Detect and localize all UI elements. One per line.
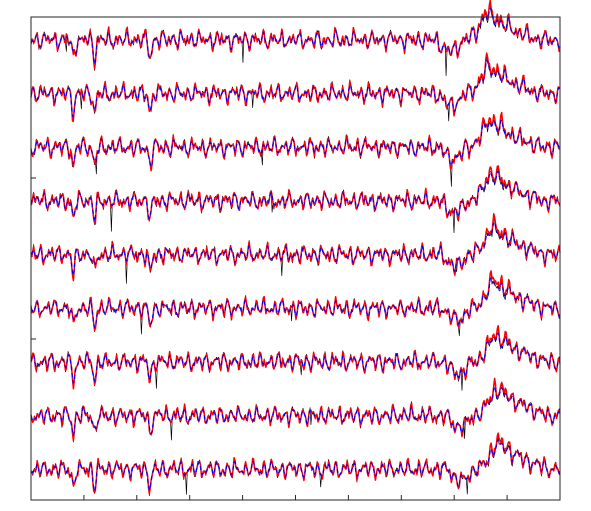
channel-5-dashed-line: [30, 221, 561, 276]
axes-box: [30, 16, 561, 501]
channel-7-red-line: [30, 324, 561, 390]
channel-4-dashed-line: [30, 170, 561, 223]
channel-9-dashed-line: [30, 438, 561, 492]
channel-traces: [30, 0, 561, 497]
channel-8-dashed-line: [30, 385, 561, 437]
channel-9-red-line: [30, 432, 561, 495]
channel-3-dashed-line: [30, 119, 561, 168]
channel-1-dashed-line: [30, 7, 561, 65]
channel-2-dashed-line: [30, 59, 561, 118]
channel-7-dashed-line: [30, 332, 561, 384]
channel-6-dashed-line: [30, 277, 561, 329]
